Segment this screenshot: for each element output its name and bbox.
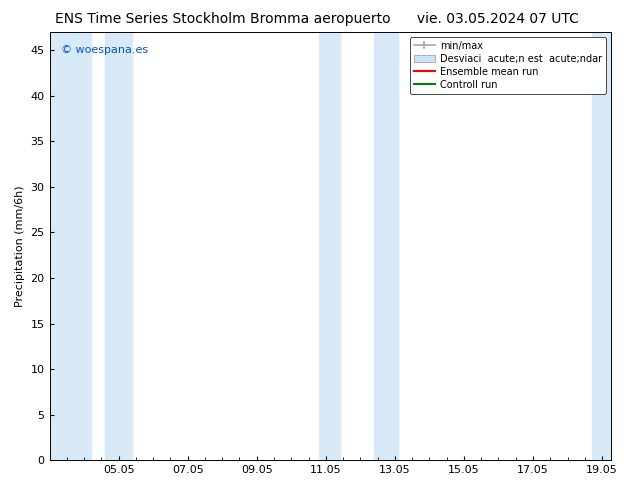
Legend: min/max, Desviaci  acute;n est  acute;ndar, Ensemble mean run, Controll run: min/max, Desviaci acute;n est acute;ndar…: [410, 37, 606, 94]
Text: ENS Time Series Stockholm Bromma aeropuerto      vie. 03.05.2024 07 UTC: ENS Time Series Stockholm Bromma aeropue…: [55, 12, 579, 26]
Bar: [374, 32, 398, 460]
Bar: [105, 32, 133, 460]
Text: © woespana.es: © woespana.es: [61, 45, 148, 55]
Y-axis label: Precipitation (mm/6h): Precipitation (mm/6h): [15, 185, 25, 307]
Bar: [592, 32, 611, 460]
Bar: [319, 32, 340, 460]
Bar: [49, 32, 91, 460]
